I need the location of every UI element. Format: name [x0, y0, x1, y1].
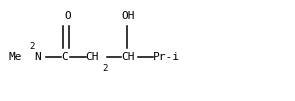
Text: CH: CH — [121, 52, 135, 62]
Text: C: C — [61, 52, 68, 62]
Text: OH: OH — [122, 11, 135, 21]
Text: Pr-i: Pr-i — [153, 52, 180, 62]
Text: Me: Me — [9, 52, 22, 62]
Text: N: N — [34, 52, 41, 62]
Text: 2: 2 — [103, 64, 108, 73]
Text: CH: CH — [86, 52, 99, 62]
Text: O: O — [64, 11, 71, 21]
Text: 2: 2 — [29, 42, 34, 51]
